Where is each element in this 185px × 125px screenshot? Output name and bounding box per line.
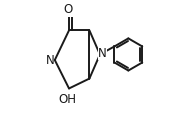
Text: OH: OH <box>59 93 77 106</box>
Text: N: N <box>46 54 54 66</box>
Text: N: N <box>98 47 107 60</box>
Text: O: O <box>63 4 72 16</box>
